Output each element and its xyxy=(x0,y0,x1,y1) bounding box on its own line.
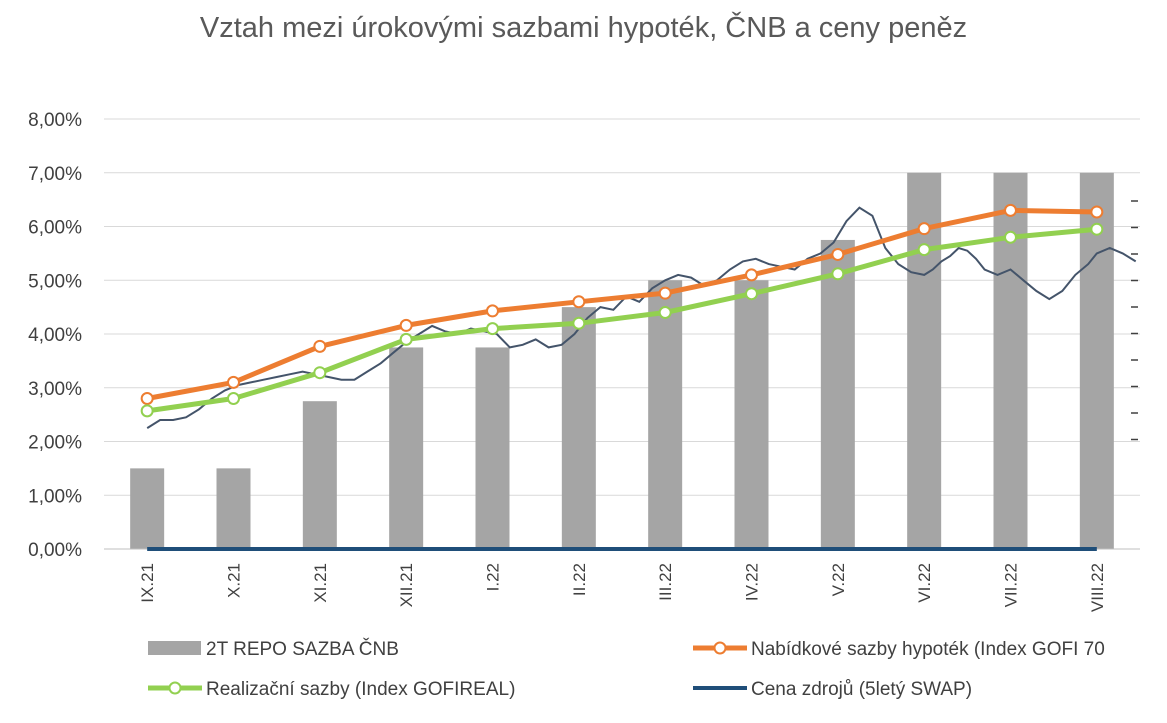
marker-nab-dkov-sazby-hypot-k-index-gofi-70 xyxy=(831,247,845,261)
y-tick-label: 0,00% xyxy=(28,540,82,561)
legend-label-cena-zdroj-5let-swap: Cena zdrojů (5letý SWAP) xyxy=(751,679,972,700)
y-tick-label: 1,00% xyxy=(28,486,82,507)
x-tick-label: VIII.22 xyxy=(1088,563,1107,612)
bar-2t-repo xyxy=(820,239,855,549)
marker-realiza-n-sazby-index-gofireal xyxy=(745,287,758,301)
bar-2t-repo xyxy=(389,347,424,549)
y-tick-label: 4,00% xyxy=(28,325,82,346)
marker-realiza-n-sazby-index-gofireal xyxy=(1090,222,1104,236)
bar-2t-repo xyxy=(475,347,510,549)
x-tick-label: II.22 xyxy=(570,563,589,596)
y-tick-label: 2,00% xyxy=(28,433,82,454)
bar-2t-repo xyxy=(302,401,337,549)
bar-2t-repo xyxy=(648,280,683,549)
y-tick-label: 3,00% xyxy=(28,379,82,400)
bar-2t-repo xyxy=(993,172,1028,549)
marker-nab-dkov-sazby-hypot-k-index-gofi-70 xyxy=(227,375,240,389)
marker-nab-dkov-sazby-hypot-k-index-gofi-70 xyxy=(140,392,154,405)
x-tick-label: X.21 xyxy=(225,563,244,598)
marker-realiza-n-sazby-index-gofireal xyxy=(572,316,586,330)
marker-nab-dkov-sazby-hypot-k-index-gofi-70 xyxy=(745,268,758,282)
y-tick-label: 6,00% xyxy=(28,218,82,239)
bar-2t-repo xyxy=(561,307,596,549)
y-tick-label: 8,00% xyxy=(28,110,82,131)
bar-2t-repo xyxy=(734,280,769,549)
legend-label-2t-repo-sazba-nb: 2T REPO SAZBA ČNB xyxy=(206,638,399,660)
x-tick-label: XI.21 xyxy=(311,563,330,603)
bar-2t-repo xyxy=(130,468,165,549)
marker-nab-dkov-sazby-hypot-k-index-gofi-70 xyxy=(486,304,499,318)
marker-realiza-n-sazby-index-gofireal xyxy=(227,392,240,405)
x-tick-label: XII.21 xyxy=(397,563,416,607)
marker-realiza-n-sazby-index-gofireal xyxy=(313,366,327,380)
marker-nab-dkov-sazby-hypot-k-index-gofi-70 xyxy=(917,222,931,236)
bar-2t-repo xyxy=(216,468,251,549)
x-tick-label: VII.22 xyxy=(1002,563,1021,607)
line-realiza-n-sazby-index-gofireal xyxy=(146,226,1098,414)
x-tick-label: I.22 xyxy=(484,563,503,591)
marker-realiza-n-sazby-index-gofireal xyxy=(1004,230,1017,244)
x-tick-label: III.22 xyxy=(656,563,675,601)
marker-nab-dkov-sazby-hypot-k-index-gofi-70 xyxy=(399,318,413,332)
marker-nab-dkov-sazby-hypot-k-index-gofi-70 xyxy=(1090,205,1104,219)
marker-realiza-n-sazby-index-gofireal xyxy=(486,322,499,336)
marker-realiza-n-sazby-index-gofireal xyxy=(917,243,931,257)
marker-nab-dkov-sazby-hypot-k-index-gofi-70 xyxy=(658,286,672,300)
x-tick-label: VI.22 xyxy=(915,563,934,603)
marker-realiza-n-sazby-index-gofireal xyxy=(399,332,413,346)
bar-2t-repo xyxy=(907,172,942,549)
y-tick-label: 5,00% xyxy=(28,271,82,292)
legend-label-nab-dkov-sazby-hypot-k-index-gofi-70: Nabídkové sazby hypoték (Index GOFI 70 xyxy=(751,639,1105,660)
marker-nab-dkov-sazby-hypot-k-index-gofi-70 xyxy=(1004,203,1017,217)
x-tick-label: V.22 xyxy=(829,563,848,596)
legend-marker-realiza-n-sazby-index-gofireal xyxy=(168,681,182,695)
x-tick-label: IV.22 xyxy=(743,563,762,601)
line-nab-dkov-sazby-hypot-k-index-gofi-70 xyxy=(146,207,1097,401)
chart-title: Vztah mezi úrokovými sazbami hypoték, ČN… xyxy=(199,12,968,44)
x-tick-label: IX.21 xyxy=(138,563,157,603)
legend-label-realiza-n-sazby-index-gofireal: Realizační sazby (Index GOFIREAL) xyxy=(206,679,515,700)
marker-nab-dkov-sazby-hypot-k-index-gofi-70 xyxy=(572,295,586,309)
marker-realiza-n-sazby-index-gofireal xyxy=(831,267,845,281)
marker-realiza-n-sazby-index-gofireal xyxy=(140,404,154,418)
legend-swatch-2t-repo-sazba-nb xyxy=(148,641,201,655)
y-tick-label: 7,00% xyxy=(28,164,82,185)
marker-realiza-n-sazby-index-gofireal xyxy=(658,306,672,319)
marker-nab-dkov-sazby-hypot-k-index-gofi-70 xyxy=(313,339,327,353)
legend-marker-nab-dkov-sazby-hypot-k-index-gofi-70 xyxy=(713,641,727,655)
